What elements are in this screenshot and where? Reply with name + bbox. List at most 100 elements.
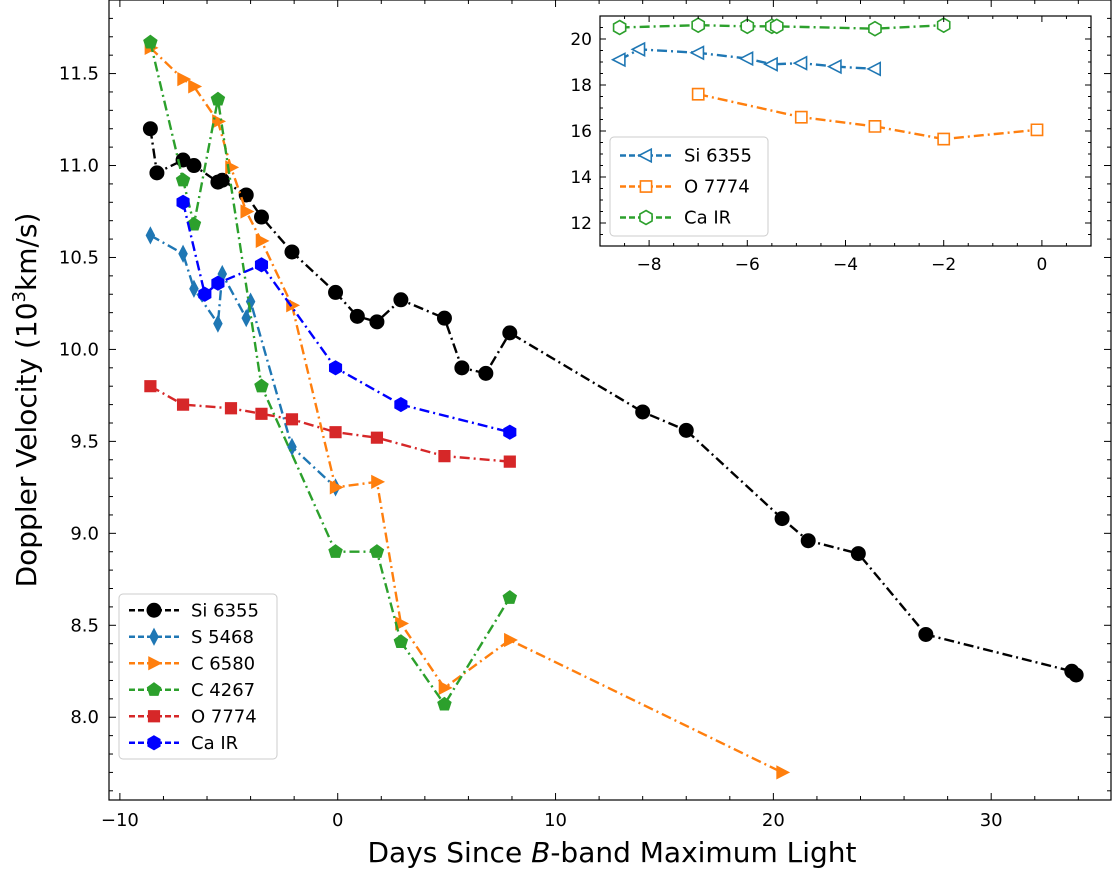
inset-x-tick-label: −6: [735, 255, 760, 275]
inset-legend-marker: [639, 180, 653, 193]
inset-legend-label: Ca IR: [684, 208, 731, 229]
main-legend-entry: Ca IR: [129, 733, 238, 754]
inset-data-point: [691, 87, 705, 101]
main-data-point: [437, 696, 452, 711]
main-data-point: [369, 544, 385, 558]
main-data-point: [255, 407, 268, 420]
x-axis-title-part3: -band Maximum Light: [550, 836, 856, 869]
main-data-point: [210, 91, 226, 106]
main-y-tick-label: 11.5: [59, 64, 99, 85]
main-data-point: [253, 209, 269, 225]
inset-series-line: [697, 93, 1038, 141]
y-axis-title-part3: km/s): [10, 213, 43, 291]
main-data-point: [328, 544, 343, 558]
main-legend-label: Si 6355: [191, 600, 259, 621]
main-data-point: [369, 314, 385, 330]
main-series-4: [144, 380, 516, 468]
main-data-point: [504, 632, 518, 648]
inset-legend-entry: Si 6355: [620, 146, 752, 167]
inset-legend-marker: [637, 147, 653, 164]
inset-data-point: [769, 18, 784, 35]
main-data-point: [149, 165, 165, 181]
main-data-point: [918, 626, 934, 642]
main-data-point: [393, 634, 409, 648]
inset-data-point: [866, 61, 882, 77]
main-data-point: [211, 275, 225, 291]
x-axis-title-italic: B: [531, 836, 550, 869]
inset-series-2: [612, 17, 951, 37]
main-data-point: [850, 546, 866, 562]
main-data-point: [212, 114, 227, 129]
inset-data-point: [763, 56, 778, 72]
main-data-point: [189, 279, 199, 298]
inset-legend-entry: Ca IR: [620, 208, 731, 229]
main-data-point: [175, 172, 191, 187]
main-data-point: [502, 590, 518, 604]
main-data-point: [394, 397, 408, 413]
inset-data-point: [868, 120, 882, 133]
inset-legend-label: Si 6355: [684, 146, 752, 167]
main-legend-label: C 6580: [191, 653, 255, 674]
main-data-point: [213, 314, 223, 333]
main-data-point: [349, 308, 365, 324]
main-legend-entry: C 6580: [129, 653, 255, 674]
main-y-tick-label: 9.0: [70, 523, 99, 544]
main-data-point: [186, 158, 202, 174]
inset-plot-area: −8 −6 −4 −2 0 12 14 16 18 20 Si 6355 O 7774 Ca IR: [570, 15, 1092, 275]
main-data-point: [224, 402, 238, 415]
main-data-point: [776, 765, 791, 780]
main-data-point: [438, 680, 453, 695]
main-y-tick-label: 11.0: [59, 156, 99, 177]
main-legend-entry: C 4267: [129, 680, 255, 701]
inset-data-point: [1030, 123, 1044, 137]
main-data-point: [177, 71, 192, 87]
main-legend-label: C 4267: [191, 680, 255, 701]
main-legend-label: S 5468: [191, 627, 254, 648]
main-data-point: [370, 431, 384, 444]
inset-data-point: [610, 52, 626, 68]
inset-series-0: [610, 41, 882, 77]
main-data-point: [198, 286, 212, 302]
main-data-point: [142, 121, 158, 137]
main-y-tick-label: 10.0: [59, 339, 99, 360]
main-data-point: [503, 424, 517, 440]
main-data-point: [329, 480, 344, 495]
inset-data-point: [630, 41, 646, 57]
main-legend-marker: [147, 735, 161, 751]
main-data-point: [241, 309, 251, 328]
main-legend-marker: [146, 682, 162, 696]
inset-x-tick-label: −2: [931, 255, 956, 275]
main-data-point: [285, 413, 299, 426]
main-data-point: [176, 398, 190, 411]
main-data-point: [800, 533, 816, 549]
main-data-point: [436, 310, 452, 326]
main-legend-marker: [148, 656, 163, 671]
inset-legend-label: O 7774: [684, 177, 750, 198]
main-y-tick-label: 9.5: [70, 431, 99, 452]
x-axis-title-part1: Days Since: [367, 836, 531, 869]
main-data-point: [478, 365, 494, 381]
inset-legend-marker: [639, 209, 653, 226]
main-legend-entry: Si 6355: [129, 600, 259, 621]
main-data-point: [329, 426, 342, 439]
main-series-5: [176, 194, 517, 440]
inset-data-point: [794, 110, 808, 124]
inset-data-point: [612, 19, 627, 36]
main-frame: [108, 0, 1112, 801]
main-data-point: [144, 380, 157, 393]
main-data-point: [502, 325, 518, 341]
inset-y-tick-label: 12: [570, 214, 592, 234]
main-data-point: [178, 244, 188, 263]
main-data-point: [393, 292, 409, 308]
main-y-tick-label: 8.5: [70, 615, 99, 636]
y-axis-title-part1: Doppler Velocity (10: [10, 302, 43, 587]
inset-y-tick-label: 18: [570, 76, 592, 96]
main-data-point: [176, 194, 190, 210]
y-axis-title: Doppler Velocity (103km/s): [9, 213, 43, 588]
inset-series-1: [691, 87, 1044, 146]
inset-y-tick-label: 20: [570, 30, 592, 50]
inset-y-tick-label: 14: [570, 168, 592, 188]
main-data-point: [145, 226, 156, 245]
inset-ticks: [599, 15, 1092, 247]
